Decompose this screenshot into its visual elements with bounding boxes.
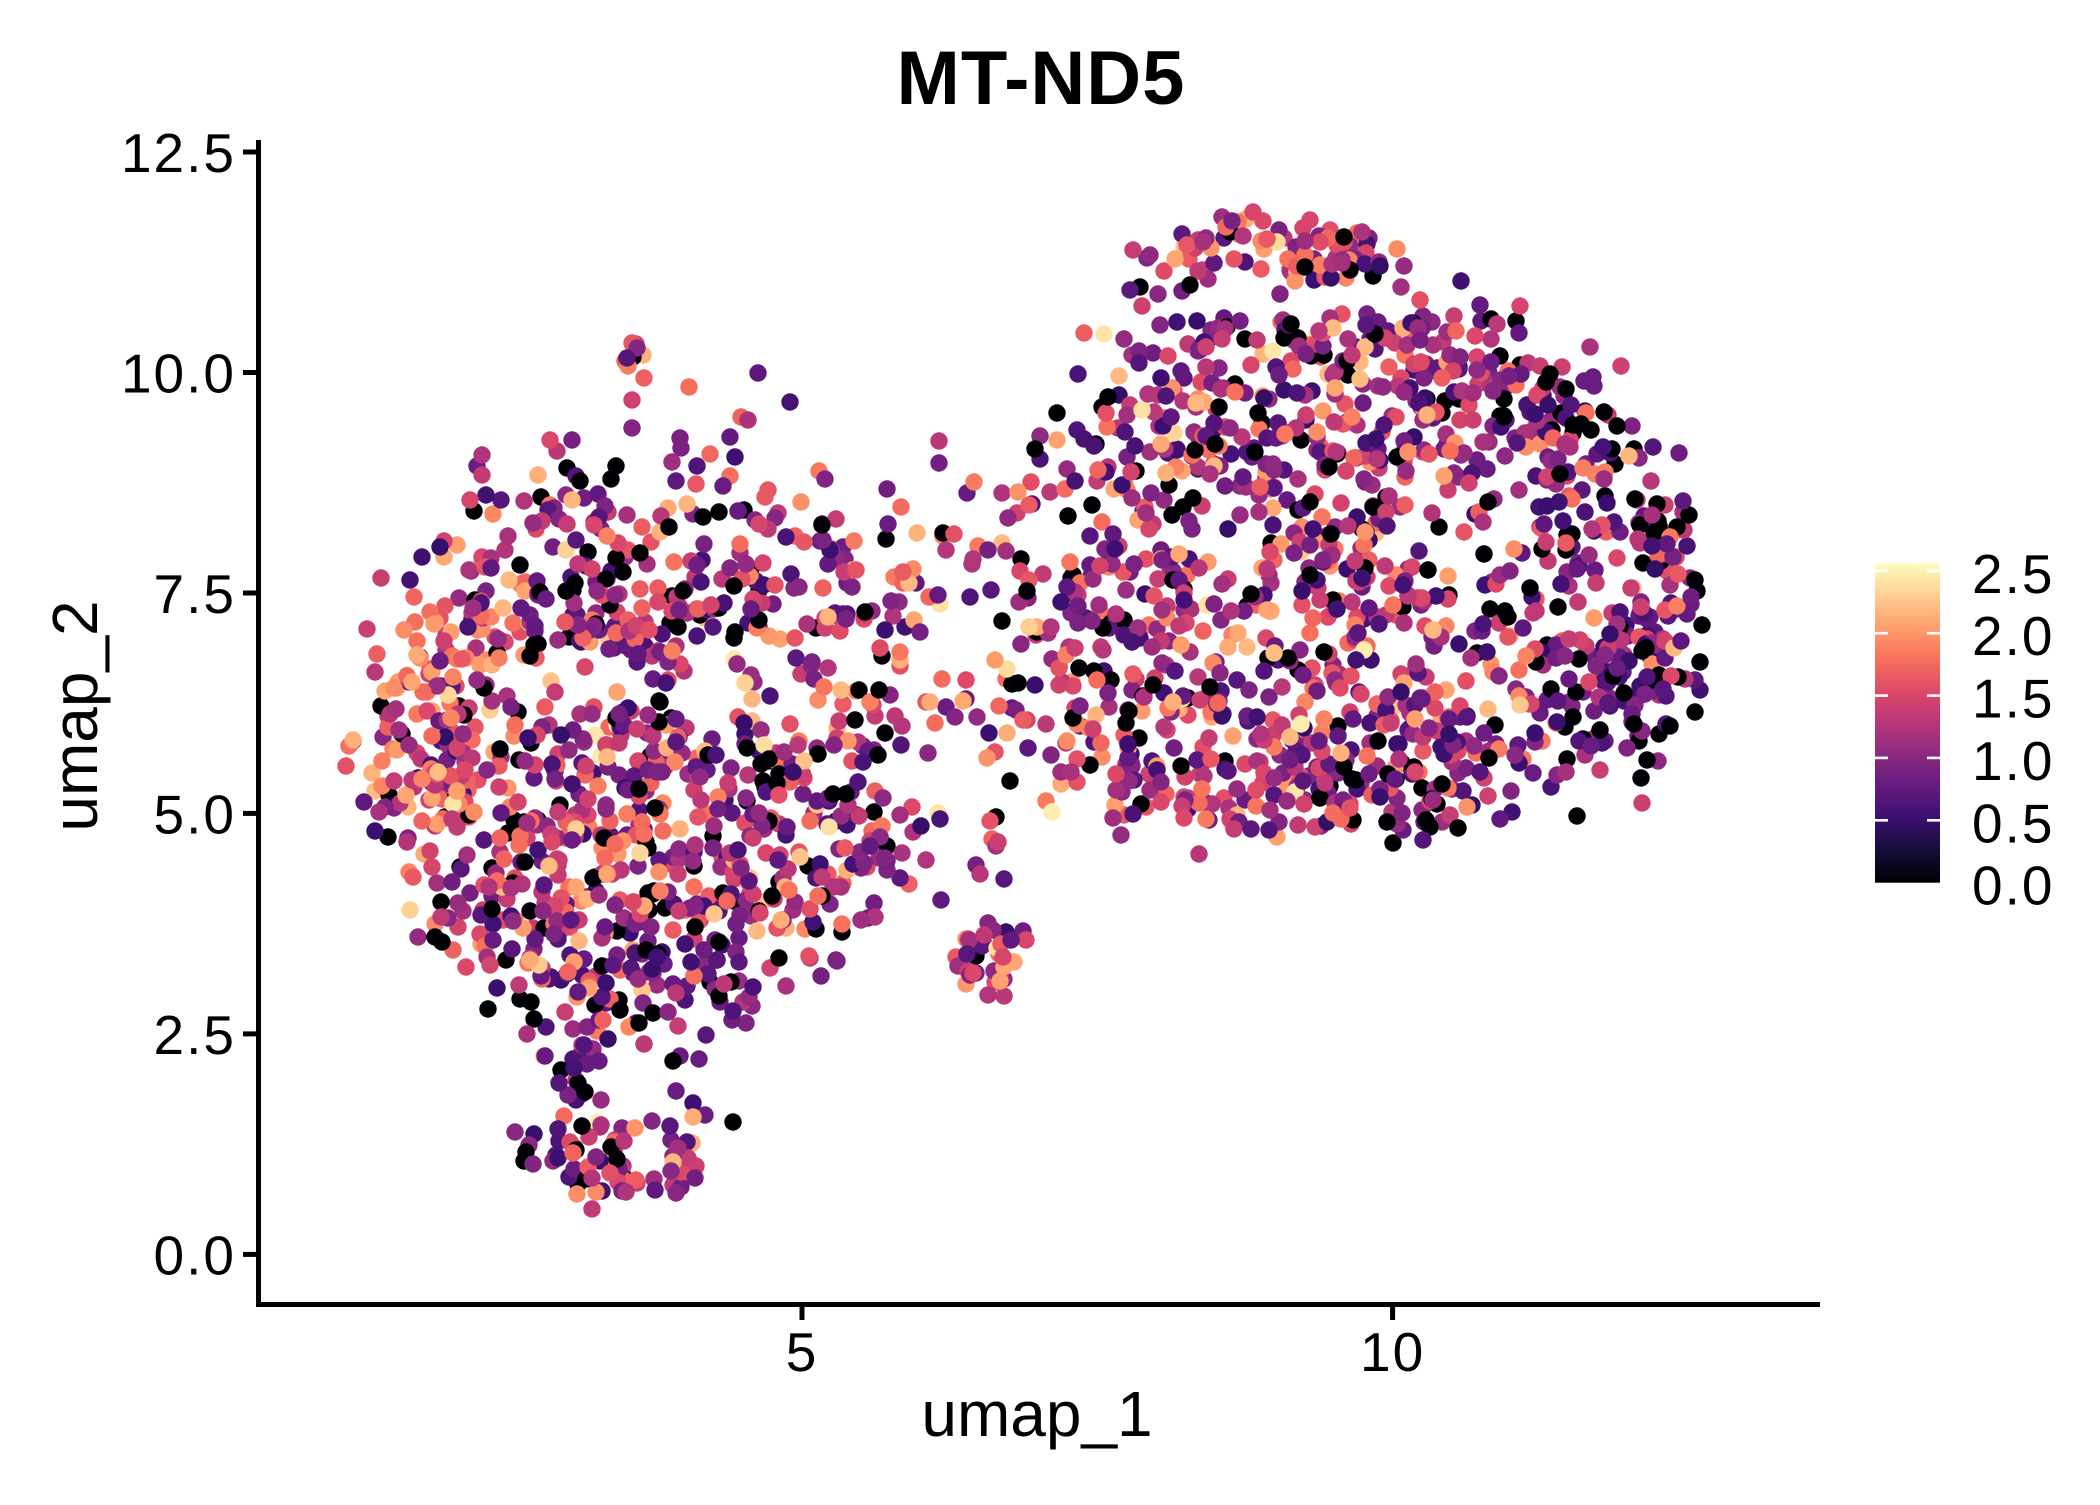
svg-text:5.0: 5.0 bbox=[154, 783, 236, 845]
svg-text:2.5: 2.5 bbox=[154, 1004, 236, 1066]
svg-text:MT-ND5: MT-ND5 bbox=[897, 36, 1186, 121]
svg-text:12.5: 12.5 bbox=[121, 122, 236, 184]
svg-text:5: 5 bbox=[786, 1321, 819, 1383]
svg-text:0.0: 0.0 bbox=[1972, 855, 2054, 917]
svg-text:2.5: 2.5 bbox=[1972, 543, 2054, 605]
svg-text:umap_1: umap_1 bbox=[921, 1378, 1152, 1450]
svg-text:10: 10 bbox=[1360, 1321, 1425, 1383]
svg-text:7.5: 7.5 bbox=[154, 563, 236, 625]
svg-text:1.0: 1.0 bbox=[1972, 730, 2054, 792]
svg-text:10.0: 10.0 bbox=[121, 343, 236, 405]
svg-text:umap_2: umap_2 bbox=[39, 600, 111, 831]
svg-text:2.0: 2.0 bbox=[1972, 605, 2054, 667]
svg-text:0.5: 0.5 bbox=[1972, 792, 2054, 854]
svg-text:1.5: 1.5 bbox=[1972, 668, 2054, 730]
svg-text:0.0: 0.0 bbox=[154, 1224, 236, 1286]
